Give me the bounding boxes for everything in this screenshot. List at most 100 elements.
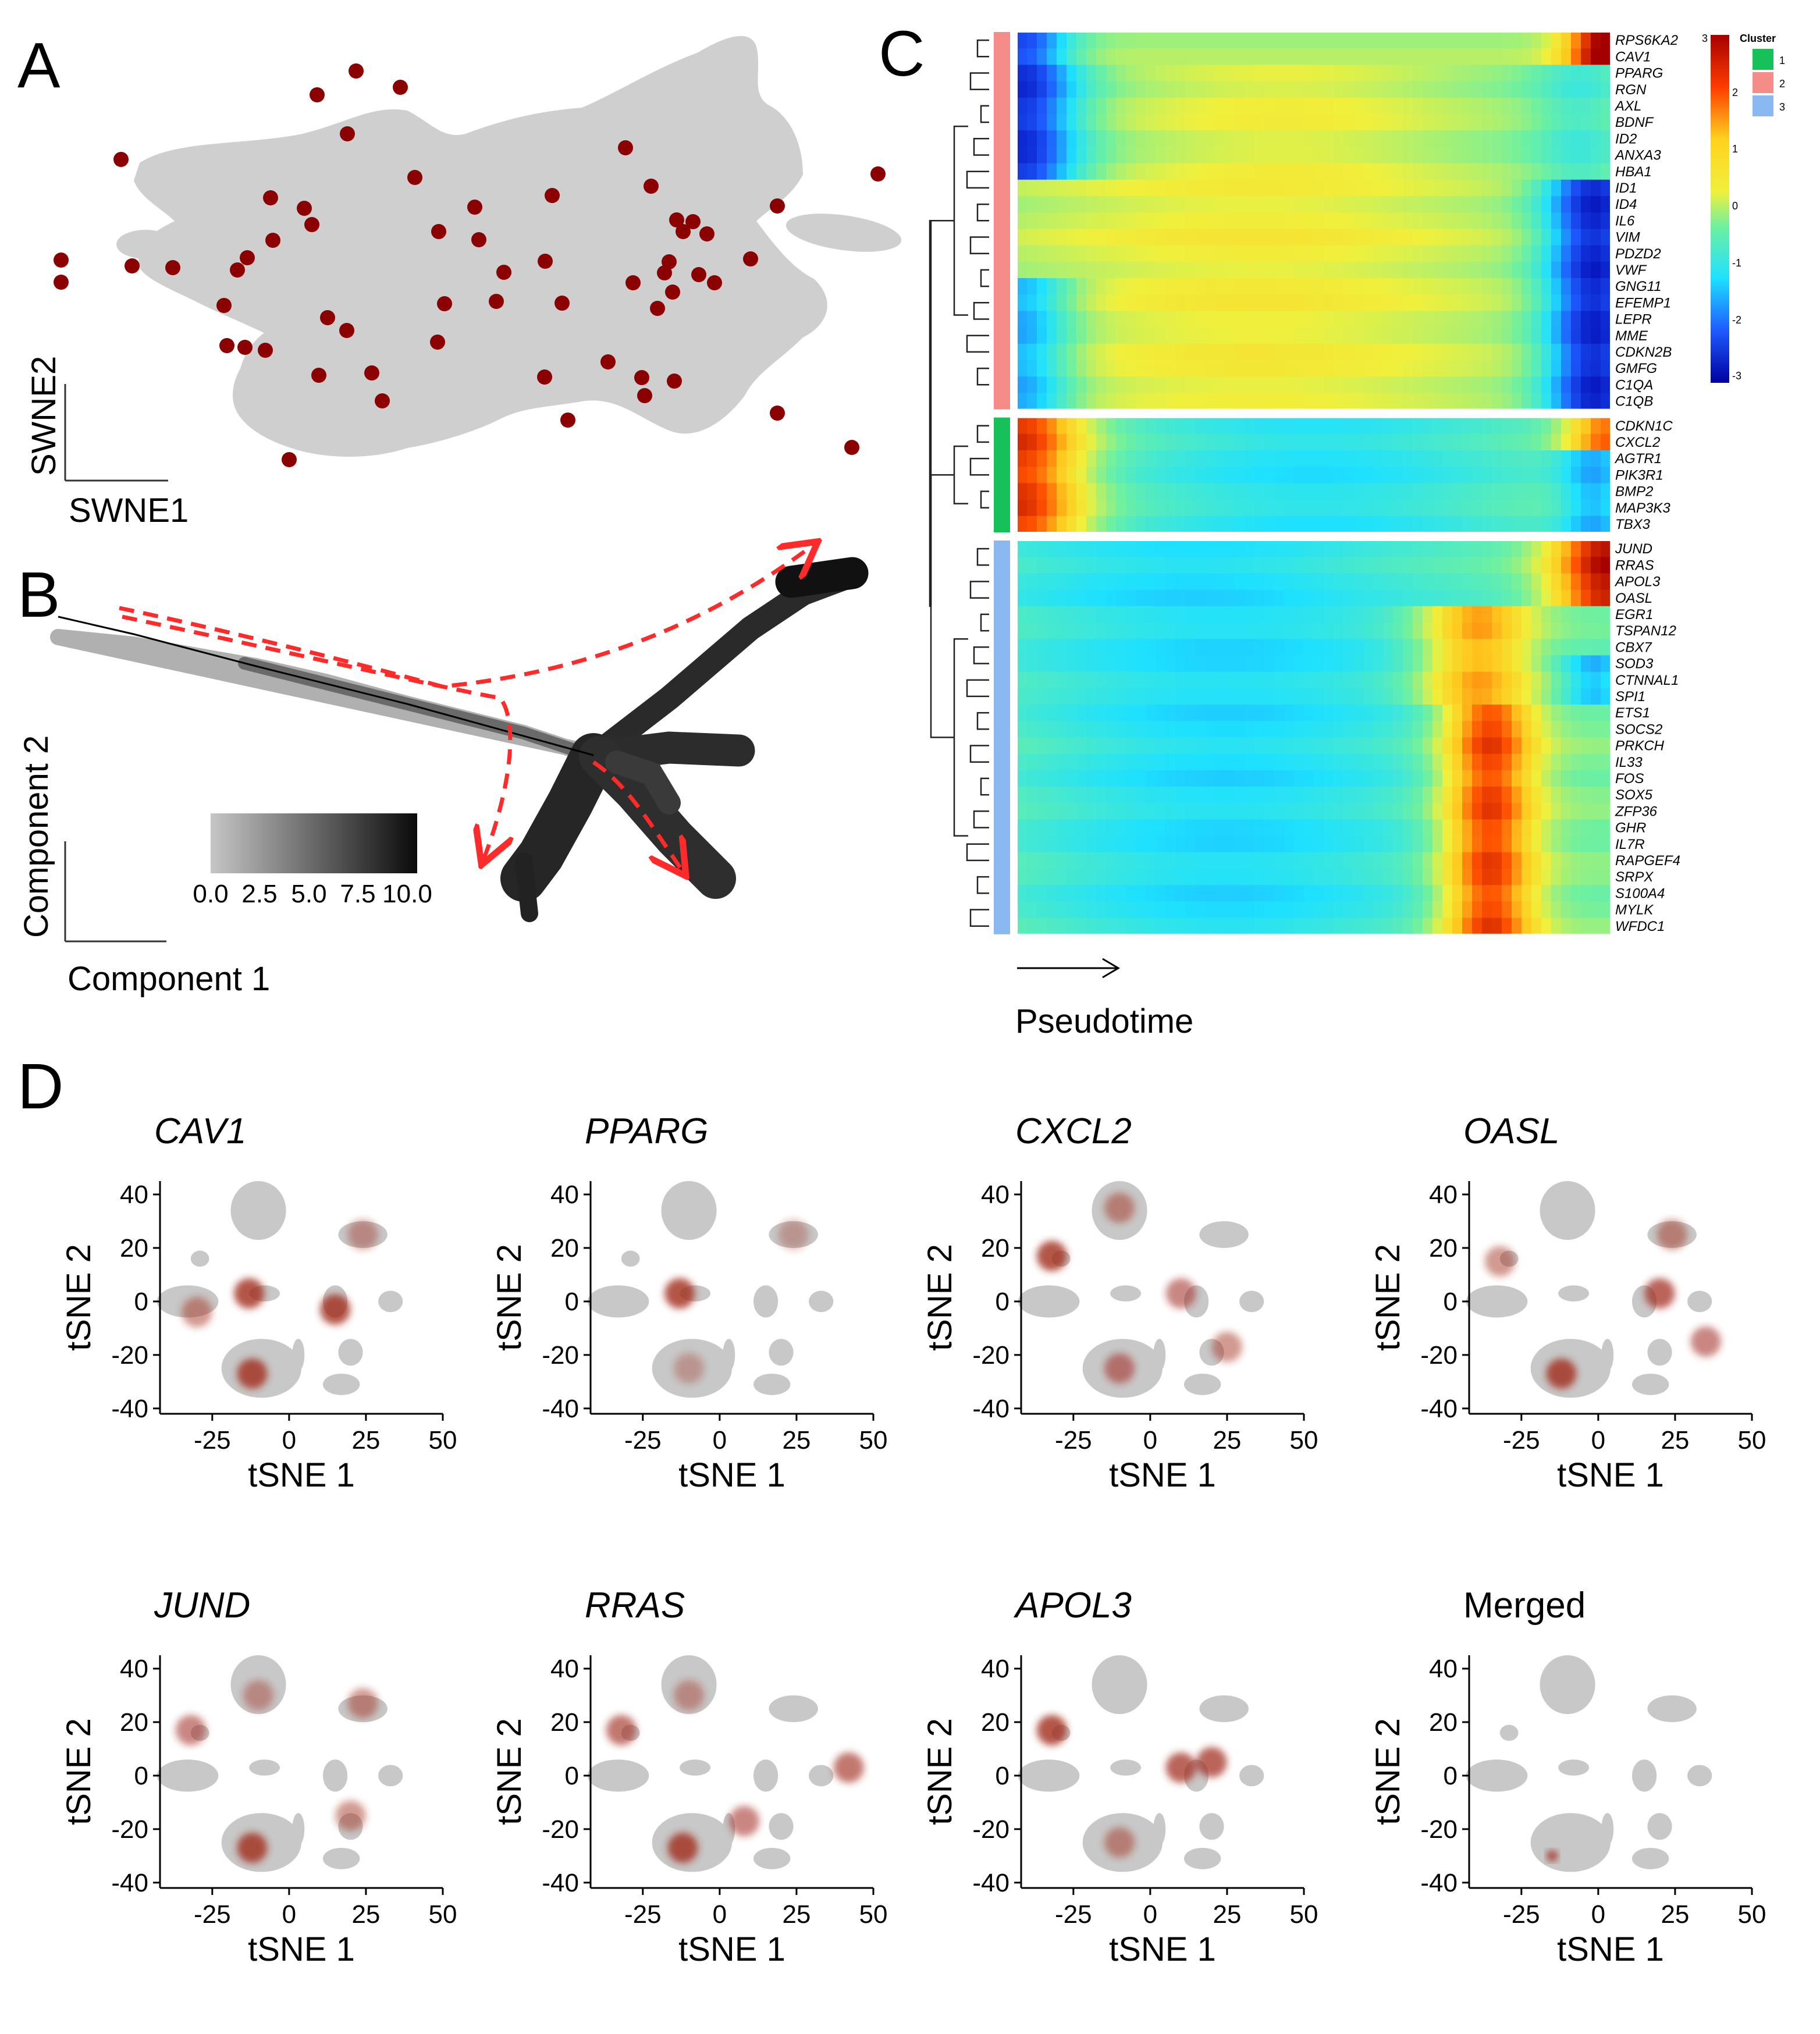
tsne-subplot-merged: Merged -25 0 25 50 40 20 0 -20 -40 tSNE 1 tSNE 2	[1369, 1585, 1766, 1968]
tsne-subplot-apol3: APOL3 -25 0 25 50 40 20 0 -20 -40 tSNE 1 tSNE 2	[921, 1585, 1318, 1968]
tsne-subplot-title: PPARG	[585, 1111, 708, 1151]
y-tick-label: -20	[972, 1815, 1009, 1844]
gene-label: TSPAN12	[1615, 623, 1676, 639]
x-tick-label: -25	[1055, 1900, 1092, 1929]
svg-text:2: 2	[1732, 87, 1738, 98]
tsne-subplot-title: RRAS	[585, 1585, 685, 1626]
svg-text:2.5: 2.5	[241, 880, 277, 908]
y-tick-label: 40	[120, 1655, 148, 1683]
x-tick-label: -25	[1503, 1426, 1540, 1455]
gene-label: MME	[1615, 328, 1648, 344]
tsne-subplot-title: CAV1	[154, 1111, 247, 1151]
x-tick-label: 0	[713, 1426, 727, 1455]
tsne-subplot-jund: JUND -25 0 25 50 40 20 0 -20 -40 tSNE 1 tSNE 2	[60, 1585, 457, 1968]
x-tick-label: 25	[351, 1426, 380, 1455]
gene-label: VWF	[1615, 262, 1647, 278]
heatmap-scale-legend: 3 2 1 0 -1 -2 -3 Cluster 1 2 3	[1702, 33, 1785, 383]
y-tick-label: -20	[972, 1341, 1009, 1370]
heatmap	[1016, 31, 1611, 935]
panel-c-xlabel: Pseudotime	[1015, 1002, 1193, 1040]
cluster-bar-3	[994, 540, 1010, 934]
gene-label: GMFG	[1615, 361, 1657, 376]
x-tick-label: 0	[1143, 1900, 1157, 1929]
x-tick-label: 25	[1213, 1900, 1241, 1929]
gene-label: IL7R	[1615, 837, 1645, 852]
gene-label: TBX3	[1615, 517, 1651, 532]
svg-text:-1: -1	[1732, 257, 1741, 269]
panel-b-ylabel: Component 2	[17, 735, 55, 938]
tsne-xlabel: tSNE 1	[1109, 1456, 1216, 1494]
trajectory-arrows	[119, 544, 815, 873]
x-tick-label: 25	[1661, 1900, 1689, 1929]
swne-cell-cloud	[116, 35, 902, 457]
x-tick-label: -25	[1503, 1900, 1540, 1929]
tsne-ylabel: tSNE 2	[921, 1244, 959, 1351]
gene-label: SOCS2	[1615, 721, 1662, 737]
trajectory-cells	[50, 557, 869, 922]
x-tick-label: 50	[859, 1426, 888, 1455]
y-tick-label: 20	[1429, 1234, 1458, 1263]
gene-label: ID4	[1615, 197, 1637, 212]
gene-label: ID1	[1615, 180, 1637, 196]
tsne-ylabel: tSNE 2	[490, 1718, 528, 1825]
y-tick-label: 0	[1444, 1762, 1458, 1790]
x-tick-label: 50	[1738, 1900, 1766, 1929]
x-tick-label: 50	[1738, 1426, 1766, 1455]
panel-b-letter: B	[17, 559, 60, 631]
x-tick-label: -25	[624, 1426, 662, 1455]
x-tick-label: 25	[1213, 1426, 1241, 1455]
y-tick-label: -40	[542, 1395, 579, 1423]
y-tick-label: 40	[1429, 1180, 1458, 1209]
y-tick-label: 0	[565, 1288, 579, 1316]
gene-label: MYLK	[1615, 902, 1654, 918]
tsne-xlabel: tSNE 1	[248, 1456, 355, 1494]
dendrogram	[929, 39, 989, 927]
x-tick-label: -25	[1055, 1426, 1092, 1455]
swne-gene-points	[54, 63, 886, 467]
tsne-ylabel: tSNE 2	[490, 1244, 528, 1351]
gene-label: SOD3	[1615, 656, 1654, 672]
tsne-xlabel: tSNE 1	[1557, 1930, 1664, 1968]
tsne-ylabel: tSNE 2	[60, 1718, 98, 1825]
y-tick-label: 0	[996, 1762, 1009, 1790]
tsne-xlabel: tSNE 1	[1557, 1456, 1664, 1494]
gene-label: SOX5	[1615, 787, 1653, 803]
gene-label: APOL3	[1614, 574, 1661, 590]
tsne-subplot-cxcl2: CXCL2 -25 0 25 50 40 20 0 -20 -40 tSNE 1 tSNE 2	[921, 1111, 1318, 1494]
tsne-xlabel: tSNE 1	[678, 1930, 785, 1968]
y-tick-label: 20	[981, 1234, 1009, 1263]
y-tick-label: 20	[120, 1234, 148, 1263]
svg-text:0.0: 0.0	[193, 880, 228, 908]
gene-label: CXCL2	[1615, 435, 1660, 450]
x-tick-label: -25	[194, 1426, 231, 1455]
gene-label: VIM	[1615, 230, 1640, 246]
tsne-grid: CAV1 -25 0 25 50 40 20 0 -20 -40 tSNE 1 tSNE 2 PPARG…	[60, 1111, 1766, 1968]
gene-label: JUND	[1615, 541, 1652, 557]
gene-label: PIK3R1	[1615, 467, 1663, 483]
tsne-subplot-oasl: OASL -25 0 25 50 40 20 0 -20 -40 tSNE 1 tSNE 2	[1369, 1111, 1766, 1494]
svg-text:5.0: 5.0	[291, 880, 326, 908]
tsne-ylabel: tSNE 2	[921, 1718, 959, 1825]
tsne-subplot-cav1: CAV1 -25 0 25 50 40 20 0 -20 -40 tSNE 1 tSNE 2	[60, 1111, 457, 1494]
gene-label: CBX7	[1615, 639, 1652, 655]
svg-text:2: 2	[1779, 78, 1785, 90]
gene-label: AGTR1	[1614, 451, 1662, 467]
gene-label: LEPR	[1615, 312, 1652, 328]
y-tick-label: -20	[111, 1341, 148, 1370]
panel-a-xlabel: SWNE1	[69, 492, 189, 529]
x-tick-label: 25	[1661, 1426, 1689, 1455]
gene-label: FOS	[1615, 771, 1644, 787]
x-tick-label: 0	[1143, 1426, 1157, 1455]
svg-text:3: 3	[1779, 101, 1785, 113]
y-tick-label: -40	[1420, 1395, 1458, 1423]
y-tick-label: 20	[981, 1708, 1009, 1737]
panel-d-letter: D	[17, 1051, 63, 1122]
x-tick-label: 50	[429, 1900, 457, 1929]
tsne-xlabel: tSNE 1	[1109, 1930, 1216, 1968]
gene-label: EFEMP1	[1615, 295, 1671, 311]
svg-text:10.0: 10.0	[382, 880, 432, 908]
cluster-annotation-bar	[994, 32, 1010, 934]
gene-label: HBA1	[1615, 164, 1652, 180]
y-tick-label: -20	[542, 1815, 579, 1844]
